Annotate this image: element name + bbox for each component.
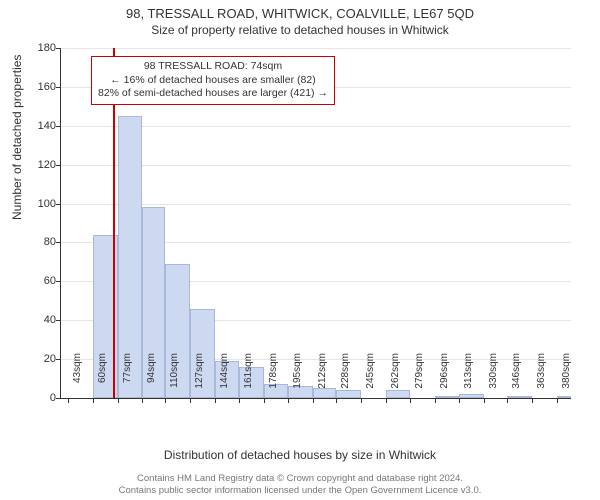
xtick-mark	[215, 398, 216, 403]
annotation-line2: ← 16% of detached houses are smaller (82…	[98, 74, 328, 88]
ytick-label: 140	[26, 120, 56, 132]
xtick-label: 94sqm	[146, 353, 157, 403]
ytick-label: 160	[26, 81, 56, 93]
ytick-label: 100	[26, 198, 56, 210]
xtick-mark	[435, 398, 436, 403]
annotation-box: 98 TRESSALL ROAD: 74sqm← 16% of detached…	[91, 56, 335, 105]
xtick-label: 228sqm	[340, 353, 351, 403]
xtick-mark	[190, 398, 191, 403]
ytick-mark	[56, 87, 61, 88]
ytick-mark	[56, 204, 61, 205]
xtick-mark	[386, 398, 387, 403]
xtick-label: 262sqm	[390, 353, 401, 403]
xtick-mark	[165, 398, 166, 403]
xtick-label: 161sqm	[243, 353, 254, 403]
xtick-label: 43sqm	[72, 353, 83, 403]
xtick-label: 380sqm	[561, 353, 572, 403]
xtick-mark	[264, 398, 265, 403]
xtick-label: 77sqm	[122, 353, 133, 403]
xtick-mark	[532, 398, 533, 403]
xtick-label: 60sqm	[97, 353, 108, 403]
xtick-label: 330sqm	[488, 353, 499, 403]
xtick-mark	[142, 398, 143, 403]
xtick-label: 313sqm	[463, 353, 474, 403]
gridline	[61, 48, 571, 49]
xtick-mark	[459, 398, 460, 403]
xtick-label: 195sqm	[292, 353, 303, 403]
xtick-label: 144sqm	[219, 353, 230, 403]
ytick-label: 40	[26, 314, 56, 326]
ytick-mark	[56, 242, 61, 243]
xtick-mark	[484, 398, 485, 403]
xtick-label: 127sqm	[194, 353, 205, 403]
xtick-label: 346sqm	[511, 353, 522, 403]
xtick-mark	[410, 398, 411, 403]
xtick-label: 296sqm	[439, 353, 450, 403]
footer-line2: Contains public sector information licen…	[0, 485, 600, 496]
xtick-mark	[239, 398, 240, 403]
footer-line1: Contains HM Land Registry data © Crown c…	[0, 473, 600, 484]
ytick-label: 20	[26, 353, 56, 365]
xtick-mark	[336, 398, 337, 403]
ytick-mark	[56, 398, 61, 399]
ytick-label: 120	[26, 159, 56, 171]
xtick-mark	[507, 398, 508, 403]
xtick-label: 178sqm	[268, 353, 279, 403]
xtick-label: 245sqm	[365, 353, 376, 403]
ytick-mark	[56, 320, 61, 321]
ytick-mark	[56, 126, 61, 127]
xtick-mark	[288, 398, 289, 403]
xtick-mark	[118, 398, 119, 403]
xtick-mark	[557, 398, 558, 403]
xtick-label: 110sqm	[169, 353, 180, 403]
ytick-mark	[56, 281, 61, 282]
xtick-label: 363sqm	[536, 353, 547, 403]
xtick-mark	[93, 398, 94, 403]
chart-title: 98, TRESSALL ROAD, WHITWICK, COALVILLE, …	[0, 0, 600, 21]
xtick-mark	[361, 398, 362, 403]
xtick-mark	[313, 398, 314, 403]
ytick-mark	[56, 165, 61, 166]
ytick-mark	[56, 359, 61, 360]
ytick-label: 180	[26, 42, 56, 54]
xtick-label: 212sqm	[317, 353, 328, 403]
x-axis-label: Distribution of detached houses by size …	[0, 448, 600, 462]
ytick-mark	[56, 48, 61, 49]
ytick-label: 80	[26, 236, 56, 248]
annotation-line3: 82% of semi-detached houses are larger (…	[98, 87, 328, 101]
xtick-mark	[68, 398, 69, 403]
annotation-line1: 98 TRESSALL ROAD: 74sqm	[98, 60, 328, 74]
ytick-label: 60	[26, 275, 56, 287]
xtick-label: 279sqm	[414, 353, 425, 403]
footer-attribution: Contains HM Land Registry data © Crown c…	[0, 473, 600, 496]
chart-subtitle: Size of property relative to detached ho…	[0, 21, 600, 37]
chart-area: 02040608010012014016018043sqm60sqm77sqm9…	[60, 48, 570, 398]
plot-region: 02040608010012014016018043sqm60sqm77sqm9…	[60, 48, 571, 399]
y-axis-label: Number of detached properties	[10, 55, 24, 220]
ytick-label: 0	[26, 392, 56, 404]
